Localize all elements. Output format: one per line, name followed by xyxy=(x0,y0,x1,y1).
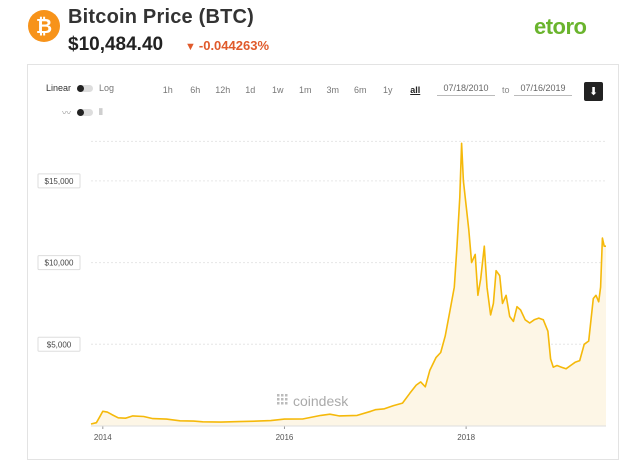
y-tick-label: $10,000 xyxy=(45,259,74,268)
linear-label: Linear xyxy=(46,83,72,93)
range-button-1d[interactable]: 1d xyxy=(245,85,256,95)
x-tick-label: 2014 xyxy=(94,433,112,442)
x-tick-label: 2018 xyxy=(457,433,475,442)
price-area xyxy=(91,143,606,427)
to-label: to xyxy=(502,85,510,95)
range-button-1m[interactable]: 1m xyxy=(298,85,312,95)
header: ₿ Bitcoin Price (BTC) $10,484.40 ▼ -0.044… xyxy=(0,0,631,60)
y-tick-box xyxy=(37,173,81,189)
range-button-6h[interactable]: 6h xyxy=(190,85,201,95)
price-change: ▼ -0.044263% xyxy=(185,38,269,53)
date-from-input[interactable] xyxy=(437,81,495,96)
bitcoin-logo-icon: ₿ xyxy=(28,10,60,42)
download-button[interactable]: ⬇ xyxy=(584,82,603,101)
chart-type-switch[interactable] xyxy=(77,109,94,116)
candlestick-icon[interactable]: ⫴ xyxy=(99,107,103,117)
range-button-all[interactable]: all xyxy=(410,85,421,95)
coindesk-watermark xyxy=(277,394,288,405)
date-to-input[interactable] xyxy=(514,81,572,96)
y-tick-label: $5,000 xyxy=(47,340,72,349)
range-button-6m[interactable]: 6m xyxy=(353,85,367,95)
y-tick-box xyxy=(37,336,81,352)
download-arrow-icon: ⬇ xyxy=(588,86,599,98)
x-tick-label: 2016 xyxy=(276,433,294,442)
log-label: Log xyxy=(99,83,115,93)
range-button-3m[interactable]: 3m xyxy=(326,85,339,95)
range-selector: 1h 6h 12h 1d 1w 1m 3m 6m 1y all xyxy=(154,85,429,95)
down-triangle-icon: ▼ xyxy=(185,41,196,53)
line-chart-icon[interactable]: 〰 xyxy=(62,108,72,118)
etoro-logo[interactable]: etoro xyxy=(534,14,587,39)
price-line xyxy=(90,142,606,425)
chart-panel: Linear Log 〰 ⫴ 1h 6h 12h 1d 1w 1m 3m 6m 1y all to… xyxy=(27,64,619,460)
watermark-text: coindesk xyxy=(293,393,349,409)
y-tick-box xyxy=(37,255,81,271)
current-price: $10,484.40 xyxy=(68,34,164,55)
price-change-value: -0.044263% xyxy=(198,38,270,53)
range-button-1w[interactable]: 1w xyxy=(271,85,284,95)
y-tick-label: $15,000 xyxy=(45,177,74,186)
range-button-1h[interactable]: 1h xyxy=(162,85,173,95)
scale-toggle[interactable]: Linear Log xyxy=(46,83,114,93)
range-button-1y[interactable]: 1y xyxy=(382,85,393,95)
page-title: Bitcoin Price (BTC) xyxy=(68,6,255,28)
range-button-12h[interactable]: 12h xyxy=(215,85,231,95)
scale-switch[interactable] xyxy=(77,84,94,92)
chart-type-toggle[interactable]: 〰 ⫴ xyxy=(62,106,103,119)
price-chart: $5,000 $10,000 $15,000 2014 2016 2018 coindesk xyxy=(37,140,606,442)
